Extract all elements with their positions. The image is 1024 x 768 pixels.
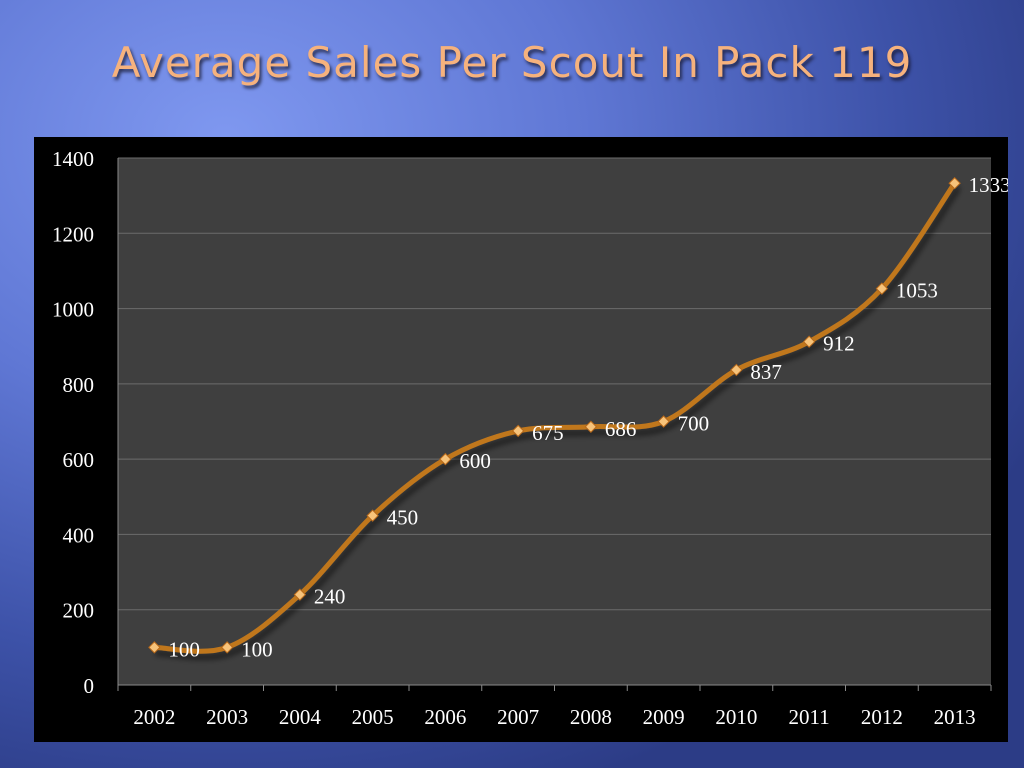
x-tick-label: 2005 [352,705,394,729]
data-label: 600 [459,449,491,473]
y-tick-label: 600 [63,448,95,472]
data-point-marker [439,452,452,466]
data-label: 686 [605,417,637,441]
data-label: 450 [387,506,419,530]
x-tick-label: 2010 [715,705,757,729]
y-tick-label: 400 [63,523,95,547]
y-tick-label: 0 [84,674,95,698]
y-tick-label: 200 [63,599,95,623]
x-tick-label: 2002 [133,705,175,729]
x-tick-label: 2012 [861,705,903,729]
data-label: 1333 [969,173,1008,197]
y-tick-label: 1400 [52,147,94,171]
x-tick-label: 2003 [206,705,248,729]
data-label: 100 [241,637,273,661]
x-tick-label: 2013 [934,705,976,729]
chart-frame: 0 200 400 600 800 1000 1200 1400 2002 2003 2004 200… [34,137,1011,742]
x-tick-label: 2006 [424,705,466,729]
data-label: 837 [750,360,782,384]
line-chart: 0 200 400 600 800 1000 1200 1400 2002 2003 2004 200… [52,147,1011,729]
data-point-marker [220,641,234,654]
y-tick-label: 1200 [52,222,94,246]
data-label: 700 [678,412,710,436]
y-tick-label: 1000 [52,298,94,322]
data-label: 912 [823,332,855,356]
x-tick-label: 2011 [789,705,830,729]
data-point-marker [730,363,743,377]
data-point-marker [148,641,161,654]
data-point-marker [366,509,379,522]
slide-title: Average Sales Per Scout In Pack 119 [111,38,913,87]
data-label: 1053 [896,279,938,303]
plot-area [118,158,991,685]
data-point-marker [802,335,816,348]
data-point-marker [293,588,307,601]
x-tick-label: 2007 [497,705,539,729]
data-label: 240 [314,585,346,609]
data-point-marker [657,415,670,428]
x-tick-label: 2008 [570,705,612,729]
x-tick-label: 2004 [279,705,322,729]
data-point-marker [948,177,961,190]
data-point-marker [511,424,525,438]
data-label: 675 [532,421,564,445]
y-tick-label: 800 [63,373,95,397]
x-tick-label: 2009 [643,705,685,729]
data-label: 100 [168,637,200,661]
data-point-marker [584,420,598,433]
data-point-marker [875,282,889,295]
